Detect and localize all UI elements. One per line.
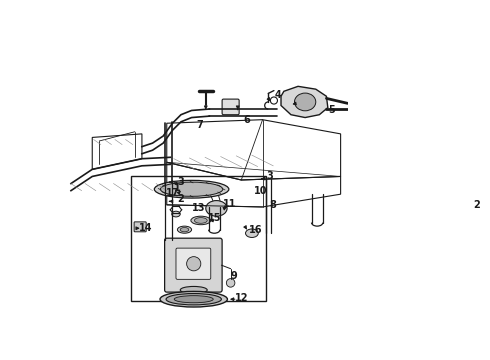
Text: 3: 3 xyxy=(266,171,273,181)
Text: 2: 2 xyxy=(473,200,480,210)
Bar xyxy=(131,176,266,301)
Ellipse shape xyxy=(206,201,227,216)
Text: 10: 10 xyxy=(254,186,268,195)
Text: 12: 12 xyxy=(235,293,248,303)
Ellipse shape xyxy=(195,217,207,223)
Text: 9: 9 xyxy=(231,271,238,281)
Circle shape xyxy=(226,279,235,287)
Text: 16: 16 xyxy=(249,225,262,235)
Ellipse shape xyxy=(191,216,211,225)
Ellipse shape xyxy=(177,226,192,233)
Ellipse shape xyxy=(180,228,189,232)
Ellipse shape xyxy=(180,287,207,293)
Text: 4: 4 xyxy=(275,90,282,100)
Text: 8: 8 xyxy=(270,200,277,210)
Ellipse shape xyxy=(172,211,180,217)
Ellipse shape xyxy=(160,182,223,196)
Ellipse shape xyxy=(174,296,213,303)
Text: 14: 14 xyxy=(139,222,152,233)
Text: 5: 5 xyxy=(329,105,336,116)
Ellipse shape xyxy=(245,229,258,238)
FancyBboxPatch shape xyxy=(176,248,211,279)
Ellipse shape xyxy=(294,93,316,111)
FancyBboxPatch shape xyxy=(165,238,222,292)
Text: 6: 6 xyxy=(244,116,250,125)
Text: 2: 2 xyxy=(177,194,184,204)
Ellipse shape xyxy=(166,293,221,305)
Text: 17: 17 xyxy=(166,188,179,198)
Ellipse shape xyxy=(154,180,229,198)
FancyBboxPatch shape xyxy=(134,222,146,232)
Ellipse shape xyxy=(160,291,227,307)
Text: 1: 1 xyxy=(174,183,181,193)
Polygon shape xyxy=(281,86,328,118)
Circle shape xyxy=(187,257,201,271)
Text: 15: 15 xyxy=(208,213,222,223)
Text: 13: 13 xyxy=(192,203,205,213)
FancyBboxPatch shape xyxy=(222,99,239,115)
Text: 7: 7 xyxy=(197,120,203,130)
Text: 3: 3 xyxy=(177,177,184,187)
Text: 11: 11 xyxy=(222,199,236,209)
